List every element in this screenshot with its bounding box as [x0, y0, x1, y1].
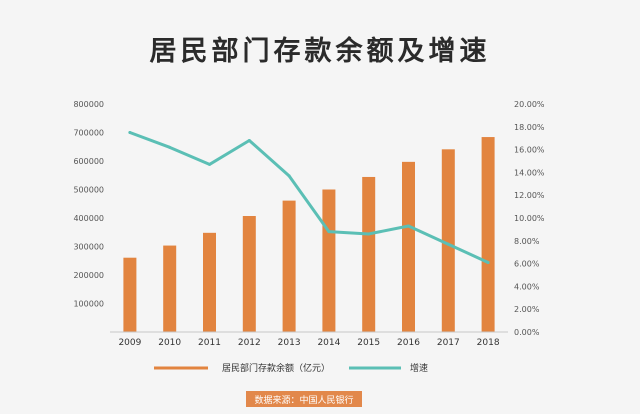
growth-line [128, 131, 490, 264]
bar [123, 257, 137, 332]
left-axis-tick-label: 800000 [73, 100, 104, 109]
left-axis-tick-label: 400000 [73, 214, 104, 223]
bar [242, 216, 256, 332]
bar [362, 176, 376, 332]
right-axis-tick-label: 12.00% [514, 191, 545, 200]
plot-area: 100000 200000 300000 400000 500000 600000 7000… [73, 100, 544, 348]
bar [322, 189, 336, 332]
x-axis-tick-label: 2017 [437, 338, 460, 348]
growth-point [168, 145, 172, 149]
right-axis-tick-label: 16.00% [514, 146, 545, 155]
right-axis-tick-label: 6.00% [514, 260, 540, 269]
legend-label-line: 增速 [410, 362, 428, 374]
x-axis-tick-label: 2018 [477, 338, 500, 348]
legend: 居民部门存款余额（亿元） 增速 [154, 362, 428, 374]
x-axis-tick-label: 2015 [357, 338, 380, 348]
growth-point [327, 230, 331, 234]
right-axis-tick-label: 8.00% [514, 237, 540, 246]
bar [282, 200, 296, 332]
left-axis-tick-label: 300000 [73, 243, 104, 252]
right-axis-tick-label: 14.00% [514, 168, 545, 177]
growth-point [407, 224, 410, 228]
bar [402, 161, 415, 332]
bar [203, 232, 216, 332]
x-axis-tick-label: 2010 [158, 338, 181, 348]
chart-title: 居民部门存款余额及增速 [150, 35, 491, 67]
right-axis-tick-label: 2.00% [514, 305, 540, 314]
left-axis-tick-label: 700000 [73, 129, 104, 138]
growth-point [287, 174, 291, 178]
x-axis-tick-label: 2012 [238, 338, 261, 348]
bar [481, 137, 495, 332]
growth-point [208, 162, 211, 166]
right-axis-tick-label: 4.00% [514, 282, 540, 291]
right-axis-tick-label: 10.00% [514, 214, 545, 223]
source-text: 数据来源：中国人民银行 [254, 394, 353, 406]
x-axis-tick-label: 2011 [198, 338, 221, 348]
growth-point [247, 138, 251, 142]
right-axis-tick-label: 20.00% [514, 100, 545, 109]
left-axis-tick-label: 600000 [73, 157, 104, 166]
growth-point [367, 232, 371, 236]
left-axis-tick-label: 200000 [73, 271, 104, 280]
left-axis-tick-label: 100000 [73, 300, 104, 309]
growth-point [486, 260, 490, 264]
bar [441, 149, 455, 332]
legend-label-bars: 居民部门存款余额（亿元） [222, 362, 330, 374]
growth-point [446, 242, 450, 246]
x-axis-tick-label: 2009 [118, 338, 141, 348]
x-axis-tick-label: 2014 [317, 338, 340, 348]
x-axis-tick-label: 2016 [397, 338, 420, 348]
growth-point [128, 131, 132, 134]
right-axis-tick-label: 0.00% [514, 328, 540, 337]
bar [163, 245, 177, 332]
right-axis-tick-label: 18.00% [514, 123, 545, 132]
source-badge [246, 391, 362, 407]
x-axis-tick-label: 2013 [278, 338, 301, 348]
source-note: 数据来源：中国人民银行 [246, 391, 362, 407]
left-axis-tick-label: 500000 [73, 186, 104, 195]
